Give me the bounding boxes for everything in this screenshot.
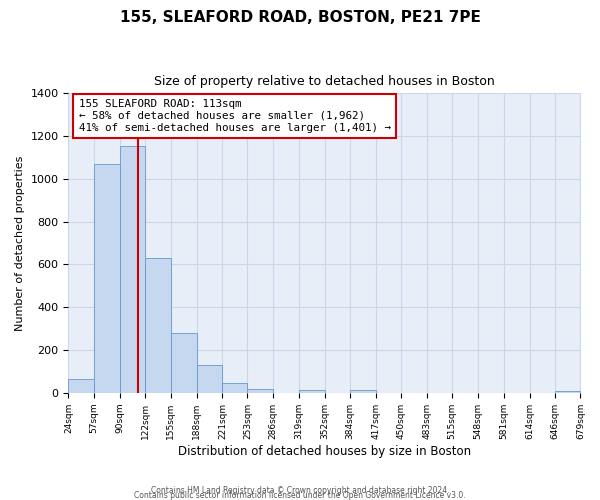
Bar — [171, 333, 197, 393]
Text: Contains public sector information licensed under the Open Government Licence v3: Contains public sector information licen… — [134, 491, 466, 500]
Y-axis label: Number of detached properties: Number of detached properties — [15, 156, 25, 331]
Bar — [554, 390, 580, 393]
Bar — [223, 383, 247, 393]
Bar — [120, 146, 145, 393]
Title: Size of property relative to detached houses in Boston: Size of property relative to detached ho… — [154, 75, 495, 88]
Bar — [247, 388, 273, 393]
Bar — [299, 390, 325, 393]
Text: Contains HM Land Registry data © Crown copyright and database right 2024.: Contains HM Land Registry data © Crown c… — [151, 486, 449, 495]
Bar — [94, 164, 120, 393]
Text: 155, SLEAFORD ROAD, BOSTON, PE21 7PE: 155, SLEAFORD ROAD, BOSTON, PE21 7PE — [119, 10, 481, 25]
X-axis label: Distribution of detached houses by size in Boston: Distribution of detached houses by size … — [178, 444, 471, 458]
Bar — [350, 390, 376, 393]
Bar — [68, 379, 94, 393]
Bar — [197, 365, 223, 393]
Text: 155 SLEAFORD ROAD: 113sqm
← 58% of detached houses are smaller (1,962)
41% of se: 155 SLEAFORD ROAD: 113sqm ← 58% of detac… — [79, 100, 391, 132]
Bar — [145, 258, 171, 393]
